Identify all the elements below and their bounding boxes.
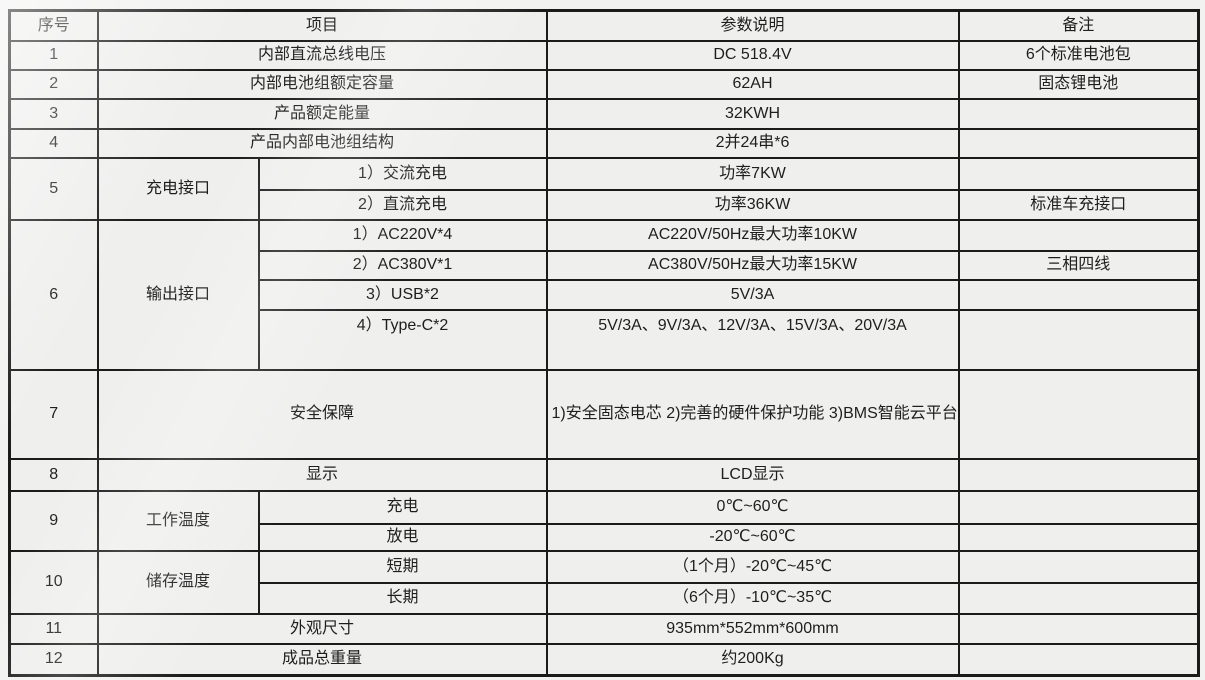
cell-seq: 12 <box>8 642 99 677</box>
cell-note: 固态锂电池 <box>957 68 1200 100</box>
cell-param: AC220V/50Hz最大功率10KW <box>545 218 960 252</box>
cell-item: 成品总重量 <box>96 642 548 677</box>
cell-item: 4）Type-C*2 <box>257 308 548 371</box>
cell-group: 输出接口 <box>96 218 260 371</box>
row-7-safety: 7 安全保障 1)安全固态电芯 2)完善的硬件保护功能 3)BMS智能云平台安全… <box>8 368 1200 460</box>
cell-note: 标准车充接口 <box>957 188 1200 221</box>
cell-param: DC 518.4V <box>545 39 960 71</box>
cell-param: 1)安全固态电芯 2)完善的硬件保护功能 3)BMS智能云平台安全预警 <box>545 368 960 460</box>
cell-item: 2）AC380V*1 <box>257 249 548 281</box>
cell-param: 5V/3A、9V/3A、12V/3A、15V/3A、20V/3A <box>545 308 960 371</box>
cell-seq: 4 <box>8 127 99 159</box>
row-10-store-short: 10 储存温度 短期 （1个月）-20℃~45℃ <box>8 549 1200 615</box>
cell-item: 短期 <box>257 549 548 584</box>
row-5-charge-ac: 5 充电接口 1）交流充电 功率7KW <box>8 156 1200 221</box>
cell-param: LCD显示 <box>545 457 960 492</box>
cell-seq: 9 <box>8 489 99 552</box>
cell-group: 储存温度 <box>96 549 260 615</box>
row-3: 3 产品额定能量 32KWH <box>8 97 1200 130</box>
cell-seq: 1 <box>8 39 99 71</box>
row-11-dimensions: 11 外观尺寸 935mm*552mm*600mm <box>8 612 1200 645</box>
header-param: 参数说明 <box>545 9 960 42</box>
cell-note <box>957 612 1200 645</box>
cell-note <box>957 522 1200 552</box>
cell-note <box>957 278 1200 311</box>
cell-param: -20℃~60℃ <box>545 522 960 552</box>
cell-item: 安全保障 <box>96 368 548 460</box>
spec-table: 序号 项目 参数说明 备注 1 内部直流总线电压 DC 518.4V 6个标准电… <box>8 9 1201 677</box>
header-seq: 序号 <box>8 9 99 42</box>
cell-param: 功率7KW <box>545 156 960 191</box>
cell-note <box>957 489 1200 525</box>
cell-param: AC380V/50Hz最大功率15KW <box>545 249 960 281</box>
cell-note <box>957 156 1200 191</box>
row-1: 1 内部直流总线电压 DC 518.4V 6个标准电池包 <box>8 39 1200 71</box>
row-6-ac220: 6 输出接口 1）AC220V*4 AC220V/50Hz最大功率10KW <box>8 218 1200 371</box>
cell-item: 1）AC220V*4 <box>257 218 548 252</box>
cell-note: 6个标准电池包 <box>957 39 1200 71</box>
cell-seq: 10 <box>8 549 99 615</box>
cell-param: 62AH <box>545 68 960 100</box>
header-row: 序号 项目 参数说明 备注 <box>8 9 1200 42</box>
row-8-display: 8 显示 LCD显示 <box>8 457 1200 492</box>
cell-item: 充电 <box>257 489 548 525</box>
cell-note <box>957 308 1200 371</box>
cell-seq: 6 <box>8 218 99 371</box>
cell-note <box>957 457 1200 492</box>
cell-note <box>957 127 1200 159</box>
header-item: 项目 <box>96 9 548 42</box>
cell-item: 产品内部电池组结构 <box>96 127 548 159</box>
cell-note <box>957 642 1200 677</box>
row-9-work-charge: 9 工作温度 充电 0℃~60℃ <box>8 489 1200 552</box>
cell-item: 2）直流充电 <box>257 188 548 221</box>
cell-item: 产品额定能量 <box>96 97 548 130</box>
cell-note <box>957 368 1200 460</box>
cell-seq: 11 <box>8 612 99 645</box>
cell-param: 0℃~60℃ <box>545 489 960 525</box>
cell-seq: 8 <box>8 457 99 492</box>
cell-param: 5V/3A <box>545 278 960 311</box>
cell-param: 32KWH <box>545 97 960 130</box>
row-2: 2 内部电池组额定容量 62AH 固态锂电池 <box>8 68 1200 100</box>
cell-note <box>957 97 1200 130</box>
cell-item: 3）USB*2 <box>257 278 548 311</box>
cell-item: 内部电池组额定容量 <box>96 68 548 100</box>
cell-note: 三相四线 <box>957 249 1200 281</box>
cell-param: 功率36KW <box>545 188 960 221</box>
cell-param: 2并24串*6 <box>545 127 960 159</box>
row-12-weight: 12 成品总重量 约200Kg <box>8 642 1200 677</box>
cell-item: 放电 <box>257 522 548 552</box>
cell-seq: 5 <box>8 156 99 221</box>
cell-param: 约200Kg <box>545 642 960 677</box>
cell-note <box>957 549 1200 584</box>
cell-note <box>957 218 1200 252</box>
cell-seq: 3 <box>8 97 99 130</box>
cell-item: 显示 <box>96 457 548 492</box>
cell-param: （1个月）-20℃~45℃ <box>545 549 960 584</box>
cell-item: 长期 <box>257 581 548 615</box>
cell-item: 1）交流充电 <box>257 156 548 191</box>
cell-item: 内部直流总线电压 <box>96 39 548 71</box>
row-4: 4 产品内部电池组结构 2并24串*6 <box>8 127 1200 159</box>
cell-seq: 2 <box>8 68 99 100</box>
cell-note <box>957 581 1200 615</box>
cell-group: 工作温度 <box>96 489 260 552</box>
cell-seq: 7 <box>8 368 99 460</box>
cell-param: （6个月）-10℃~35℃ <box>545 581 960 615</box>
cell-group: 充电接口 <box>96 156 260 221</box>
cell-param: 935mm*552mm*600mm <box>545 612 960 645</box>
cell-item: 外观尺寸 <box>96 612 548 645</box>
header-note: 备注 <box>957 9 1200 42</box>
